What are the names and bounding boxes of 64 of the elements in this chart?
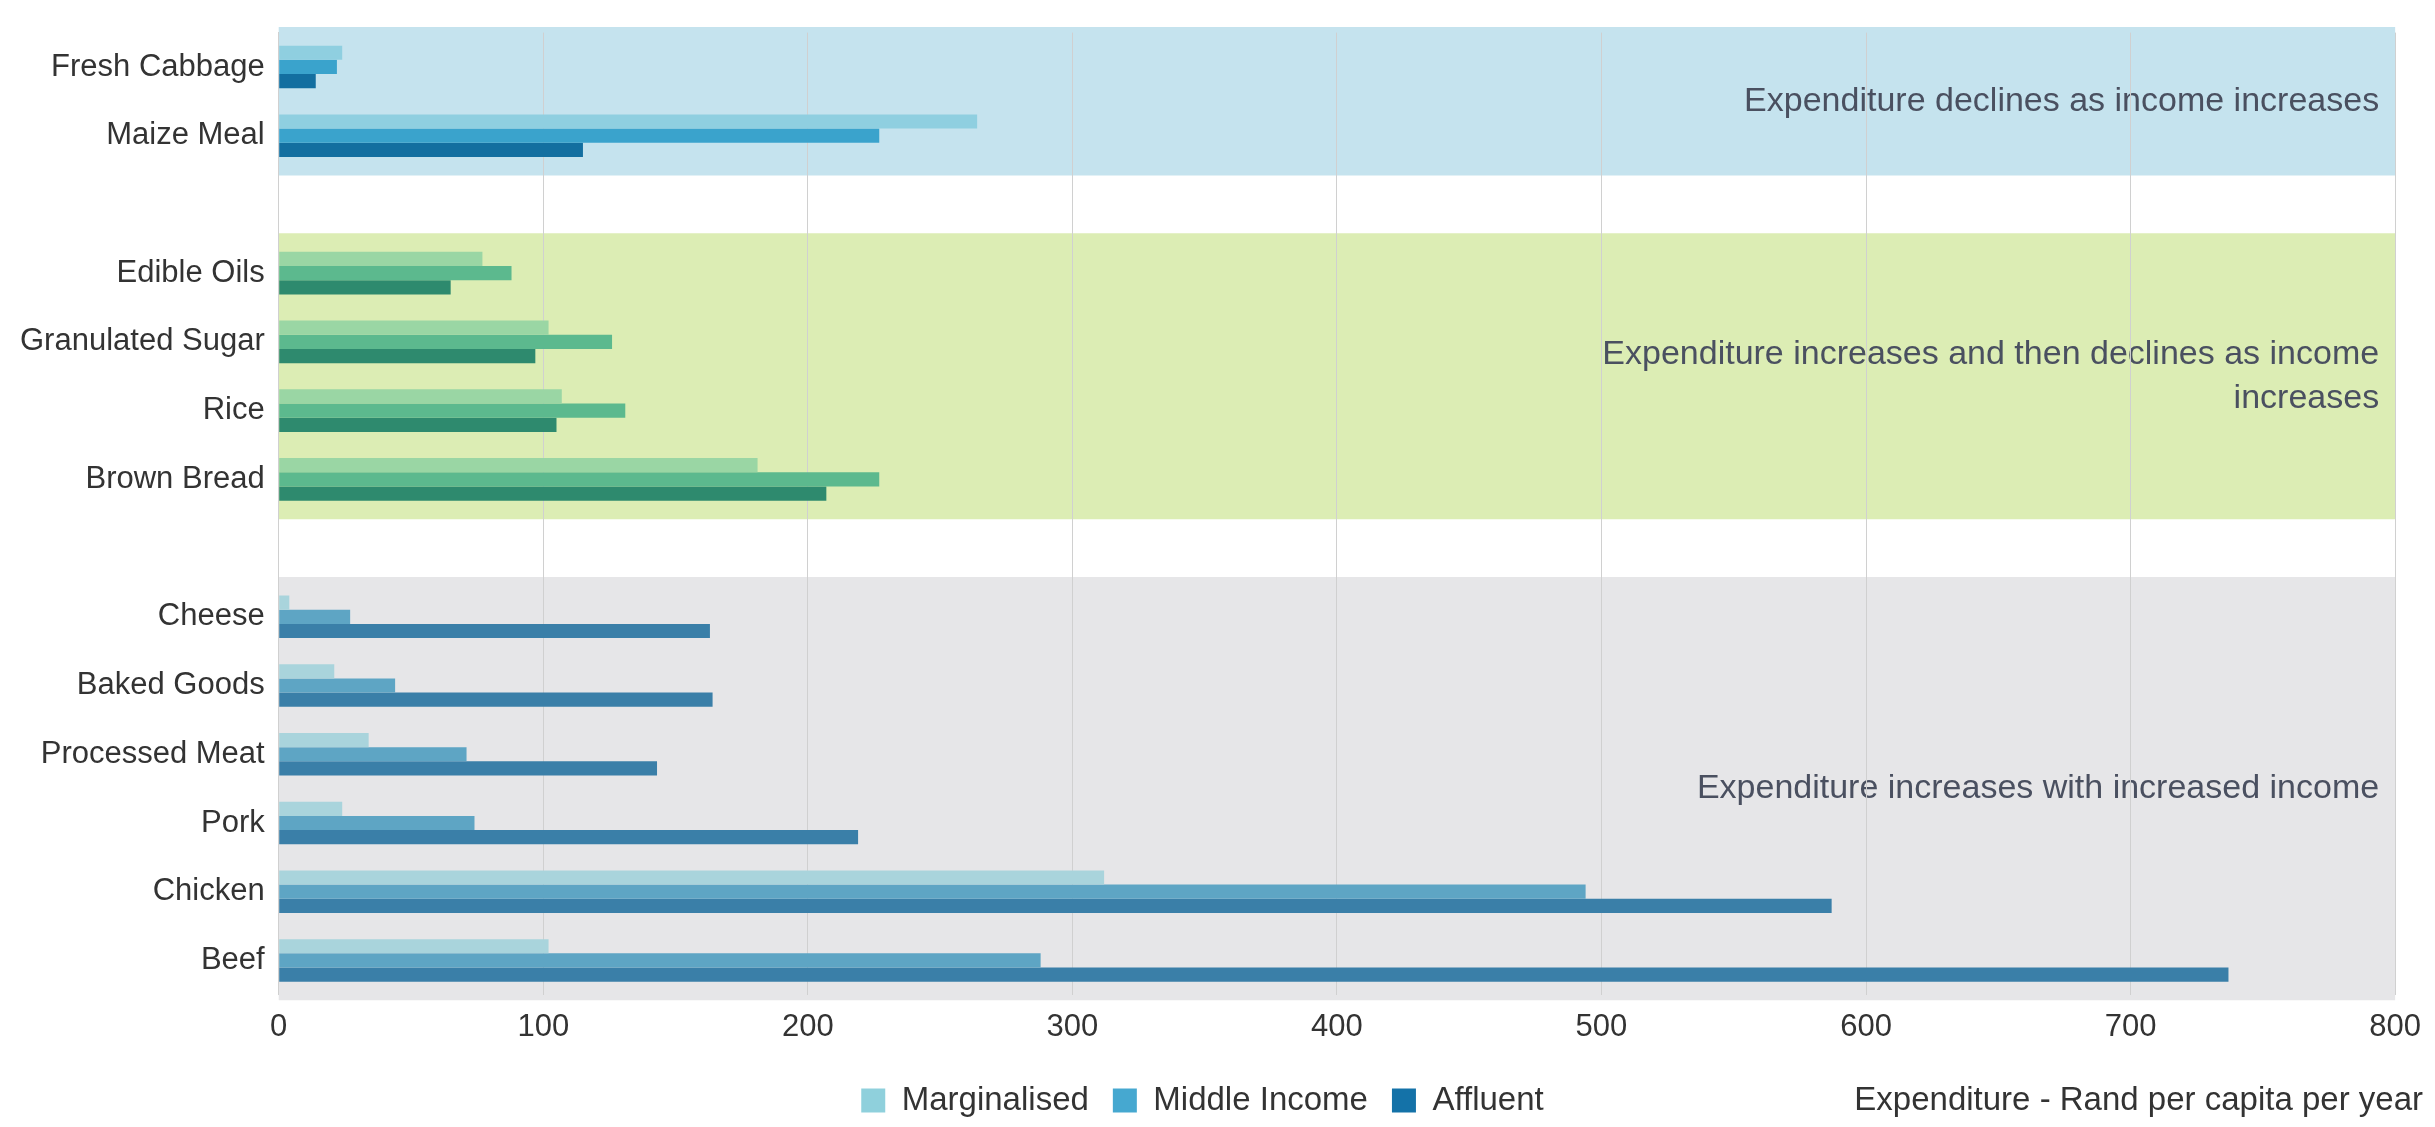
bar: [279, 320, 549, 335]
bar: [279, 967, 2229, 982]
bar: [279, 953, 1041, 968]
bar: [279, 458, 758, 473]
x-tick-label: 0: [270, 1007, 288, 1043]
bar: [279, 830, 859, 845]
bar: [279, 114, 978, 129]
bar: [279, 266, 512, 281]
x-tick-label: 200: [781, 1007, 834, 1043]
x-tick-label: 600: [1840, 1007, 1892, 1043]
bar: [279, 389, 562, 404]
y-tick-label: Edible Oils: [116, 253, 265, 289]
bar: [279, 280, 451, 295]
y-tick-label: Maize Meal: [106, 116, 265, 152]
y-tick-label: Pork: [200, 803, 266, 839]
x-tick-label: 100: [517, 1007, 570, 1043]
y-tick-label: Rice: [202, 391, 265, 427]
bar: [279, 939, 549, 954]
y-tick-label: Fresh Cabbage: [51, 47, 265, 83]
bar: [279, 870, 1105, 885]
bar: [279, 142, 583, 157]
y-tick-label: Granulated Sugar: [20, 322, 265, 358]
bar: [279, 801, 343, 816]
bar: [279, 403, 626, 418]
legend-label: Middle Income: [1153, 1079, 1368, 1117]
bar: [279, 128, 880, 143]
bar: [279, 884, 1586, 899]
x-tick-label: 700: [2104, 1007, 2157, 1043]
bar: [279, 747, 467, 762]
bar: [279, 898, 1832, 914]
bar: [279, 732, 369, 748]
bar: [279, 334, 613, 349]
bar: [279, 692, 713, 707]
bar: [279, 251, 483, 267]
x-tick-label: 300: [1046, 1007, 1099, 1043]
bar: [279, 348, 536, 364]
bar: [279, 609, 351, 624]
x-axis-title: Expenditure - Rand per capita per year: [1854, 1079, 2424, 1117]
y-tick-label: Beef: [200, 940, 266, 976]
y-tick-label: Baked Goods: [76, 666, 265, 702]
bar: [279, 59, 337, 75]
bar: [279, 472, 880, 487]
legend-label: Affluent: [1432, 1079, 1544, 1117]
bar: [279, 815, 475, 831]
bar: [279, 623, 710, 639]
band-label: Expenditure increases with increased income: [1696, 766, 2380, 805]
bar: [279, 595, 290, 610]
band-label: Expenditure declines as income increases: [1744, 79, 2380, 118]
bar: [279, 761, 658, 776]
y-tick-label: Brown Bread: [85, 459, 265, 495]
y-tick-label: Processed Meat: [40, 734, 266, 770]
x-tick-label: 500: [1575, 1007, 1628, 1043]
bar: [279, 45, 343, 60]
bar: [279, 417, 557, 432]
band-label: Expenditure increases and then declines as income increases: [1602, 332, 2380, 415]
bar: [279, 486, 827, 501]
bar: [279, 678, 396, 693]
y-tick-label: Cheese: [157, 597, 265, 633]
bar: [279, 74, 316, 89]
bar: [279, 664, 335, 679]
x-tick-label: 800: [2369, 1007, 2422, 1043]
y-tick-label: Chicken: [152, 872, 265, 908]
legend-label: Marginalised: [901, 1079, 1089, 1117]
x-tick-label: 400: [1311, 1007, 1363, 1043]
